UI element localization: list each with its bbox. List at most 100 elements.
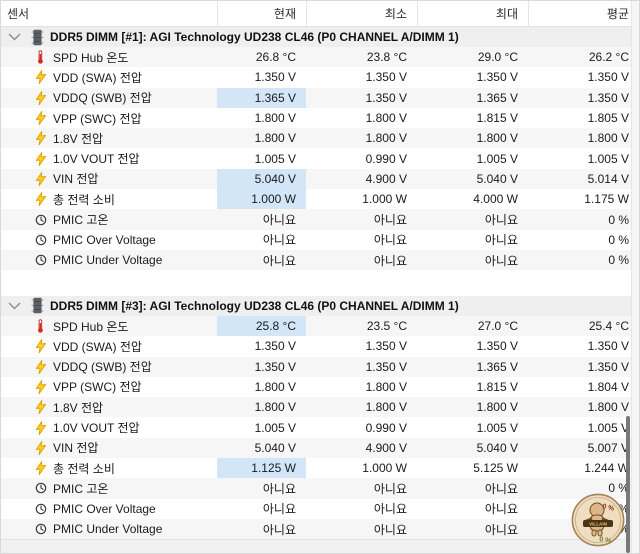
section-title: DDR5 DIMM [#3]: AGI Technology UD238 CL4…	[50, 298, 459, 313]
column-header-max[interactable]: 최대	[417, 1, 528, 26]
value-current: 아니요	[262, 522, 296, 537]
sensor-row[interactable]: 1.8V 전압 1.800 V 1.800 V 1.800 V 1.800 V	[1, 397, 639, 418]
section-header[interactable]: DDR5 DIMM [#1]: AGI Technology UD238 CL4…	[1, 27, 639, 47]
sensor-row[interactable]: SPD Hub 온도 26.8 °C 23.8 °C 29.0 °C 26.2 °C	[1, 47, 639, 68]
sensor-label: PMIC Over Voltage	[53, 232, 156, 247]
sensor-name-cell: PMIC Under Voltage	[1, 250, 217, 270]
sensor-row[interactable]: 1.0V VOUT 전압 1.005 V 0.990 V 1.005 V 1.005 V	[1, 417, 639, 438]
dimm-section: DDR5 DIMM [#1]: AGI Technology UD238 CL4…	[1, 27, 639, 271]
column-header-current[interactable]: 현재	[217, 1, 306, 26]
value-max: 1.815 V	[476, 379, 518, 394]
sensor-row[interactable]: SPD Hub 온도 25.8 °C 23.5 °C 27.0 °C 25.4 °C	[1, 315, 639, 337]
sensor-label: PMIC Under Voltage	[53, 522, 163, 537]
sensor-row[interactable]: PMIC Over Voltage 아니요 아니요 아니요 0 %	[1, 498, 639, 519]
value-min: 아니요	[373, 481, 407, 496]
value-current: 1.350 V	[254, 70, 296, 85]
value-current: 아니요	[262, 233, 296, 248]
sensor-label: VPP (SWC) 전압	[53, 380, 142, 395]
sensor-row[interactable]: 1.8V 전압 1.800 V 1.800 V 1.800 V 1.800 V	[1, 128, 639, 149]
value-avg: 0 %	[608, 481, 629, 496]
sensor-label: PMIC 고온	[53, 481, 109, 496]
value-current: 26.8 °C	[255, 50, 296, 65]
vertical-scrollbar-thumb[interactable]	[626, 416, 630, 553]
section-header[interactable]: DDR5 DIMM [#3]: AGI Technology UD238 CL4…	[1, 295, 639, 316]
value-current: 1.005 V	[254, 151, 296, 166]
sensor-label: SPD Hub 온도	[53, 50, 129, 65]
value-max: 아니요	[484, 481, 518, 496]
chevron-down-icon[interactable]	[8, 33, 23, 42]
sensor-row[interactable]: 1.0V VOUT 전압 1.005 V 0.990 V 1.005 V 1.005 V	[1, 148, 639, 169]
value-max: 1.005 V	[476, 420, 518, 435]
value-min: 0.990 V	[365, 420, 407, 435]
value-min: 1.800 V	[365, 111, 407, 126]
sensor-row[interactable]: PMIC 고온 아니요 아니요 아니요 0 %	[1, 478, 639, 499]
sensor-row[interactable]: VDDQ (SWB) 전압 1.365 V 1.350 V 1.365 V 1.350 …	[1, 87, 639, 108]
value-max: 29.0 °C	[477, 50, 518, 65]
chevron-down-icon[interactable]	[8, 301, 23, 310]
sensor-row[interactable]: VIN 전압 5.040 V 4.900 V 5.040 V 5.014 V	[1, 168, 639, 190]
value-current: 아니요	[262, 253, 296, 268]
sensor-label: SPD Hub 온도	[53, 319, 129, 334]
value-current: 아니요	[262, 502, 296, 517]
value-avg: 1.800 V	[587, 400, 629, 415]
sensor-name-cell: 1.0V VOUT 전압	[1, 148, 217, 168]
sensor-label: VDD (SWA) 전압	[53, 339, 142, 354]
voltage-bolt-icon	[34, 440, 47, 456]
sensor-label: PMIC Over Voltage	[53, 501, 156, 516]
value-current: 1.800 V	[254, 131, 296, 146]
sensor-label: 1.0V VOUT 전압	[53, 152, 140, 167]
sensor-name-cell: VPP (SWC) 전압	[1, 108, 217, 128]
value-max: 아니요	[484, 522, 518, 537]
sensor-row[interactable]: VDDQ (SWB) 전압 1.350 V 1.350 V 1.365 V 1.350 …	[1, 356, 639, 377]
sensor-row[interactable]: PMIC Over Voltage 아니요 아니요 아니요 0 %	[1, 229, 639, 250]
watermark-stamp: 0 % VILLAIN 0 %	[571, 493, 625, 547]
value-avg: 1.350 V	[587, 70, 629, 85]
value-max: 1.800 V	[476, 131, 518, 146]
voltage-bolt-icon	[34, 420, 47, 435]
clock-icon	[34, 253, 47, 267]
value-avg: 25.4 °C	[588, 319, 629, 334]
thermometer-icon	[34, 319, 47, 333]
sensor-row[interactable]: PMIC 고온 아니요 아니요 아니요 0 %	[1, 209, 639, 230]
value-avg: 0 %	[608, 232, 629, 247]
clock-icon	[34, 502, 47, 516]
value-min: 23.5 °C	[366, 319, 407, 334]
sensor-label: 1.8V 전압	[53, 131, 104, 146]
sensor-name-cell: VDDQ (SWB) 전압	[1, 88, 217, 108]
value-max: 아니요	[484, 253, 518, 268]
column-header-min[interactable]: 최소	[306, 1, 417, 26]
sensor-name-cell: VDDQ (SWB) 전압	[1, 357, 217, 377]
sensor-row[interactable]: VIN 전압 5.040 V 4.900 V 5.040 V 5.007 V	[1, 437, 639, 459]
sensor-name-cell: PMIC 고온	[1, 478, 217, 498]
vertical-scrollbar-track[interactable]	[631, 1, 639, 553]
thermometer-icon	[34, 50, 47, 64]
value-current: 25.8 °C	[217, 315, 306, 337]
sensor-name-cell: VDD (SWA) 전압	[1, 67, 217, 87]
value-min: 0.990 V	[365, 151, 407, 166]
voltage-bolt-icon	[34, 171, 47, 187]
value-current: 1.125 W	[217, 458, 306, 479]
column-header-sensor[interactable]: 센서	[7, 7, 30, 21]
stamp-banner-text: VILLAIN	[589, 521, 608, 526]
sensor-name-cell: VPP (SWC) 전압	[1, 377, 217, 397]
sensor-name-cell: PMIC 고온	[1, 209, 217, 229]
sensor-label: PMIC Under Voltage	[53, 253, 163, 268]
sensor-row[interactable]: 총 전력 소비 1.000 W 1.000 W 4.000 W 1.175 W	[1, 189, 639, 210]
value-avg: 1.005 V	[587, 151, 629, 166]
value-avg: 1.800 V	[587, 131, 629, 146]
voltage-bolt-icon	[34, 461, 47, 476]
value-avg: 5.014 V	[587, 171, 629, 186]
sensor-row[interactable]: 총 전력 소비 1.125 W 1.000 W 5.125 W 1.244 W	[1, 458, 639, 479]
sensor-name-cell: VDD (SWA) 전압	[1, 336, 217, 356]
value-current: 아니요	[262, 213, 296, 228]
clock-icon	[34, 233, 47, 247]
sensor-row[interactable]: VPP (SWC) 전압 1.800 V 1.800 V 1.815 V 1.805 V	[1, 107, 639, 129]
value-min: 아니요	[373, 233, 407, 248]
value-min: 1.800 V	[365, 131, 407, 146]
sensor-row[interactable]: VDD (SWA) 전압 1.350 V 1.350 V 1.350 V 1.350 V	[1, 336, 639, 357]
sensor-row[interactable]: VPP (SWC) 전압 1.800 V 1.800 V 1.815 V 1.804 V	[1, 376, 639, 398]
column-header-avg[interactable]: 평균	[528, 1, 639, 26]
sensor-row[interactable]: VDD (SWA) 전압 1.350 V 1.350 V 1.350 V 1.350 V	[1, 67, 639, 88]
